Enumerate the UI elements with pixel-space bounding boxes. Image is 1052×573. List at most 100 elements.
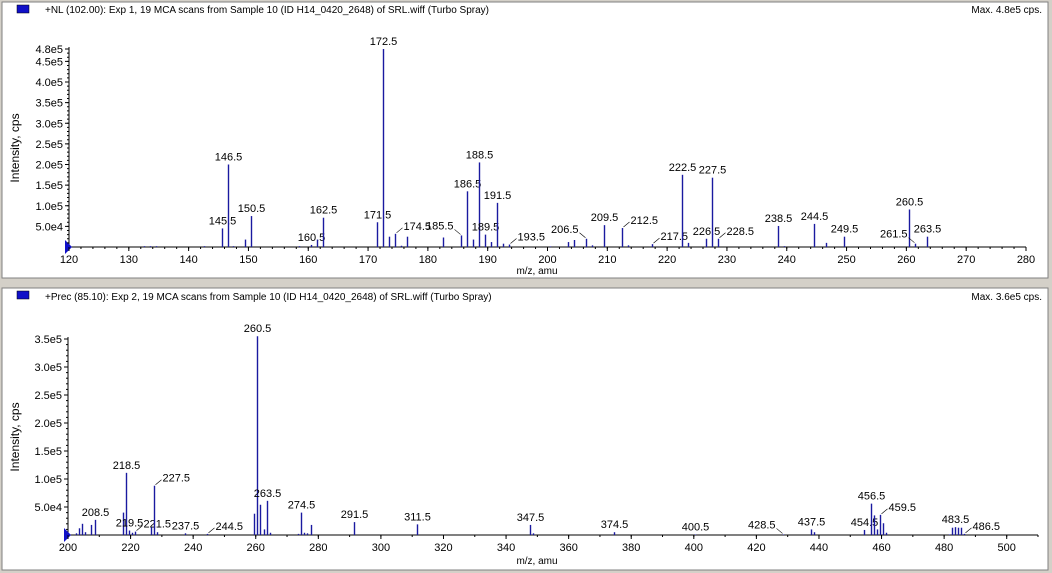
x-tick-label: 500 (998, 542, 1016, 554)
peak-label: 226.5 (693, 226, 721, 238)
label-leader-line (136, 525, 143, 531)
label-leader-line (510, 238, 517, 244)
x-tick-label: 300 (372, 542, 390, 554)
panel-frame (1, 287, 1049, 571)
peak-label: 437.5 (798, 516, 826, 528)
x-tick-label: 170 (359, 254, 377, 266)
max-intensity-label: Max. 4.8e5 cps. (971, 5, 1042, 16)
peak-label: 483.5 (942, 514, 970, 526)
peak-label: 237.5 (172, 520, 200, 532)
x-tick-label: 240 (778, 254, 796, 266)
x-tick-label: 200 (59, 542, 77, 554)
x-tick-label: 220 (121, 542, 139, 554)
peak-label: 222.5 (669, 162, 697, 174)
x-tick-label: 280 (309, 542, 327, 554)
peak-label: 228.5 (727, 226, 755, 238)
y-tick-label: 4.0e5 (35, 77, 63, 89)
peak-label: 459.5 (889, 502, 917, 514)
x-tick-label: 340 (497, 542, 515, 554)
peak-label: 208.5 (82, 507, 110, 519)
peak-label: 212.5 (631, 215, 659, 227)
peak-label: 186.5 (454, 178, 482, 190)
x-tick-label: 400 (685, 542, 703, 554)
peak-label: 347.5 (517, 512, 545, 524)
y-tick-label: 5.0e4 (34, 502, 62, 514)
label-leader-line (623, 221, 630, 228)
peak-label: 162.5 (310, 205, 338, 217)
peak-label: 374.5 (601, 519, 629, 531)
peak-label: 219.5 (116, 518, 144, 530)
y-tick-label: 1.0e5 (34, 474, 62, 486)
y-axis-title: Intensity, cps (8, 113, 22, 182)
x-tick-label: 360 (559, 542, 577, 554)
peak-label: 145.5 (209, 215, 237, 227)
peak-label: 174.5 (404, 221, 432, 233)
y-tick-label: 5.0e4 (35, 221, 63, 233)
legend-color-icon (16, 290, 30, 300)
x-tick-label: 190 (479, 254, 497, 266)
max-intensity-label: Max. 3.6e5 cps. (971, 292, 1042, 303)
peak-label: 456.5 (858, 491, 886, 503)
peak-label: 227.5 (163, 473, 191, 485)
x-tick-label: 150 (239, 254, 257, 266)
x-tick-label: 280 (1017, 254, 1035, 266)
peak-label: 172.5 (370, 36, 398, 48)
peak-label: 221.5 (144, 519, 172, 531)
x-tick-label: 130 (120, 254, 138, 266)
y-tick-label: 4.8e5 (35, 44, 63, 56)
peak-label: 400.5 (682, 521, 710, 533)
x-tick-label: 140 (179, 254, 197, 266)
peak-label: 160.5 (298, 232, 326, 244)
peak-label: 244.5 (216, 521, 244, 533)
peak-label: 188.5 (466, 149, 494, 161)
label-leader-line (908, 237, 915, 243)
peak-label: 263.5 (914, 224, 942, 236)
x-axis-title: m/z, amu (516, 266, 557, 277)
spectrum-title: +NL (102.00): Exp 1, 19 MCA scans from S… (45, 5, 489, 16)
peak-label: 146.5 (215, 152, 243, 164)
x-tick-label: 260 (897, 254, 915, 266)
y-tick-label: 1.0e5 (35, 201, 63, 213)
peak-label: 260.5 (896, 196, 924, 208)
x-tick-label: 260 (247, 542, 265, 554)
label-leader-line (454, 229, 461, 235)
peak-label: 217.5 (661, 231, 689, 243)
peak-label: 227.5 (699, 165, 727, 177)
label-leader-line (653, 237, 660, 244)
peak-label: 209.5 (591, 212, 619, 224)
peak-label: 263.5 (254, 488, 282, 500)
label-leader-line (965, 527, 972, 534)
x-tick-label: 480 (935, 542, 953, 554)
peak-label: 261.5 (880, 229, 908, 241)
label-leader-line (579, 232, 586, 238)
x-tick-label: 320 (434, 542, 452, 554)
peak-label: 486.5 (973, 521, 1001, 533)
label-leader-line (776, 528, 783, 534)
x-axis-title: m/z, amu (516, 556, 557, 567)
panel-frame (1, 1, 1049, 279)
peak-label: 249.5 (831, 224, 859, 236)
peak-label: 291.5 (341, 509, 369, 521)
x-tick-label: 270 (957, 254, 975, 266)
x-tick-label: 180 (419, 254, 437, 266)
peak-label: 244.5 (801, 211, 829, 223)
y-tick-label: 3.5e5 (34, 334, 62, 346)
x-tick-label: 210 (598, 254, 616, 266)
label-leader-line (208, 527, 215, 534)
x-tick-label: 200 (538, 254, 556, 266)
y-tick-label: 2.5e5 (34, 390, 62, 402)
x-tick-label: 240 (184, 542, 202, 554)
label-leader-line (155, 479, 162, 485)
label-leader-line (719, 232, 726, 238)
label-leader-line (881, 508, 888, 515)
x-tick-label: 250 (837, 254, 855, 266)
y-axis-title: Intensity, cps (8, 402, 22, 471)
spectrum-title: +Prec (85.10): Exp 2, 19 MCA scans from … (45, 292, 492, 303)
peak-label: 189.5 (472, 222, 500, 234)
x-tick-label: 420 (747, 542, 765, 554)
y-tick-label: 3.0e5 (35, 118, 63, 130)
peak-label: 193.5 (518, 232, 546, 244)
peak-label: 150.5 (238, 203, 266, 215)
y-tick-label: 2.5e5 (35, 139, 63, 151)
